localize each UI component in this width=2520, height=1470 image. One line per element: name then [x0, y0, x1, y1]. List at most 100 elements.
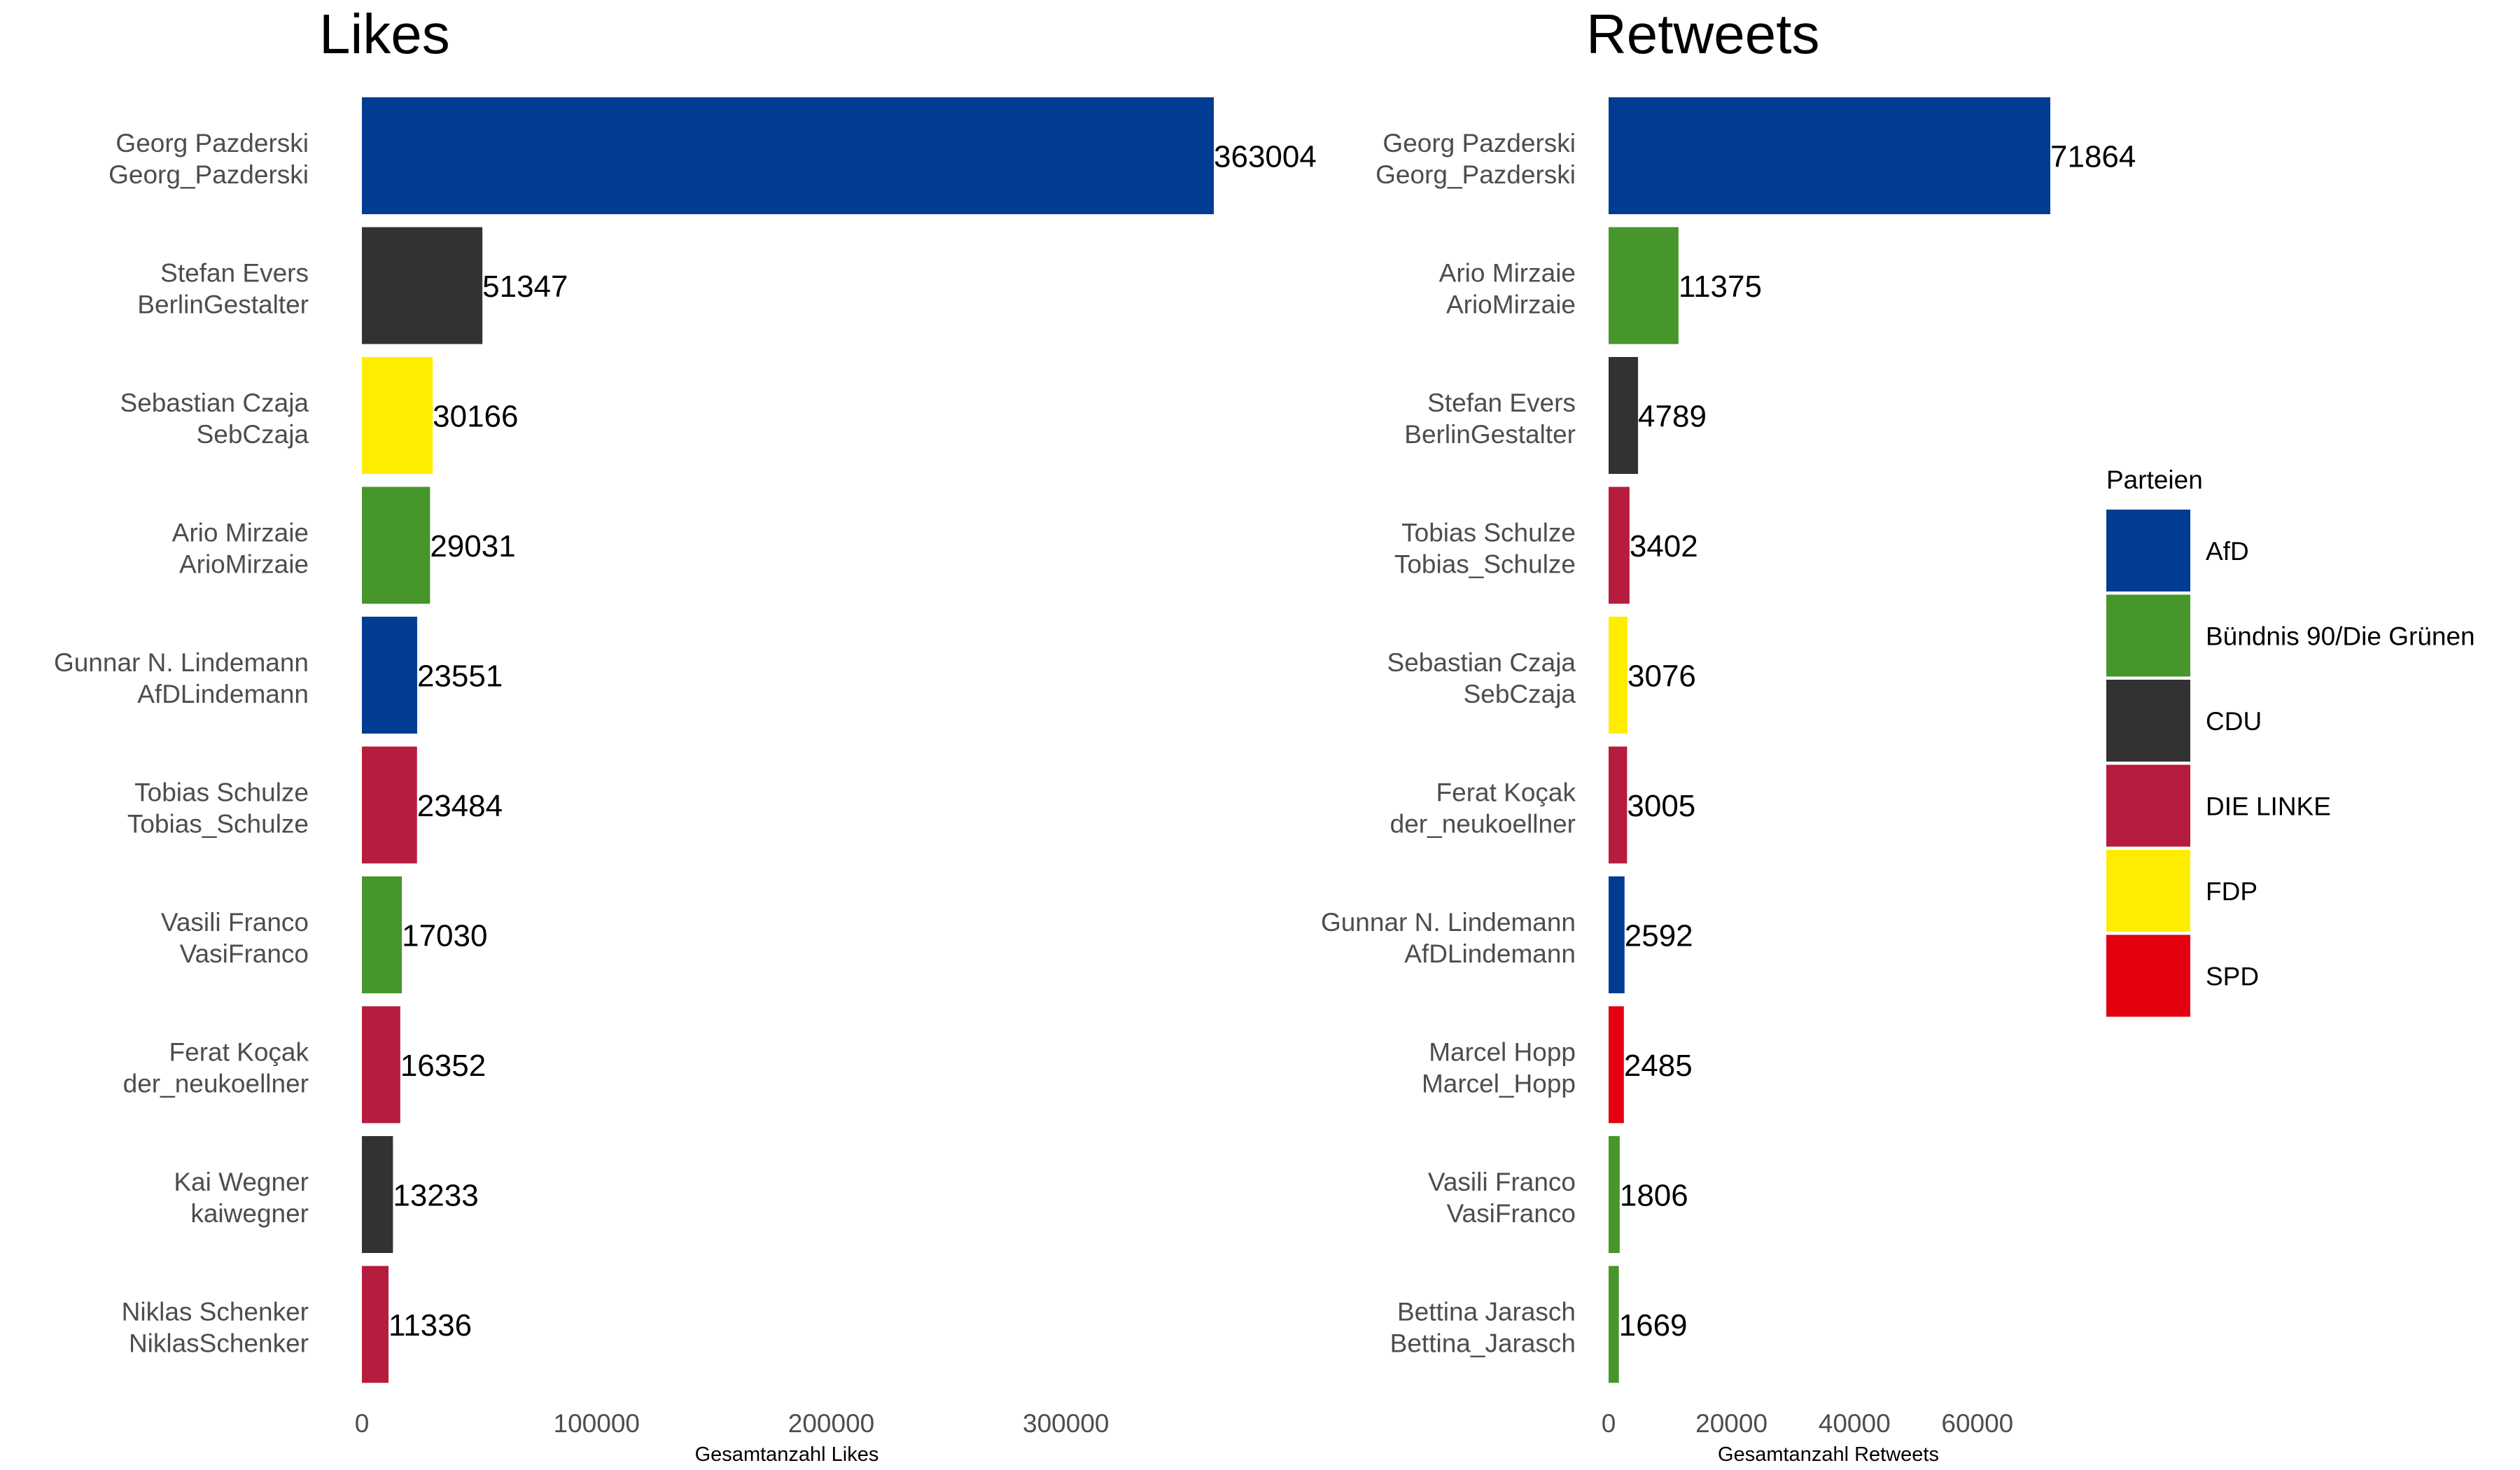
retweets-value-label: 3402	[1630, 529, 1698, 564]
retweets-category-name: Ario Mirzaie	[1439, 259, 1576, 288]
retweets-category-handle: Georg_Pazderski	[1376, 160, 1576, 189]
retweets-category-name: Bettina Jarasch	[1397, 1298, 1576, 1326]
likes-category-name: Sebastian Czaja	[120, 388, 309, 417]
likes-bar	[362, 746, 417, 864]
retweets-category-name: Sebastian Czaja	[1387, 648, 1576, 677]
likes-bar	[362, 617, 417, 734]
likes-title: Likes	[319, 3, 450, 65]
retweets-x-tick-label: 0	[1602, 1409, 1616, 1438]
likes-bar	[362, 1006, 400, 1124]
likes-category-name: Gunnar N. Lindemann	[54, 648, 309, 677]
likes-value-label: 16352	[400, 1049, 486, 1083]
likes-category-handle: Georg_Pazderski	[108, 160, 309, 189]
legend-swatch	[2106, 764, 2190, 847]
legend-item-label: FDP	[2206, 877, 2258, 906]
likes-value-label: 23484	[417, 789, 503, 823]
legend-swatch	[2106, 680, 2190, 762]
retweets-value-label: 1806	[1620, 1179, 1688, 1213]
likes-value-label: 29031	[430, 529, 515, 564]
likes-bar	[362, 1266, 389, 1383]
retweets-x-tick-label: 60000	[1941, 1409, 2013, 1438]
likes-bar	[362, 97, 1214, 214]
retweets-x-tick-label: 20000	[1695, 1409, 1768, 1438]
legend-item-label: DIE LINKE	[2206, 792, 2331, 821]
likes-bar	[362, 357, 433, 474]
likes-value-label: 23551	[417, 659, 503, 694]
likes-category-handle: der_neukoellner	[123, 1070, 309, 1098]
retweets-bar	[1609, 1006, 1624, 1124]
likes-x-tick-label: 200000	[788, 1409, 874, 1438]
likes-value-label: 13233	[393, 1179, 478, 1213]
retweets-category-handle: ArioMirzaie	[1446, 290, 1576, 319]
retweets-category-name: Marcel Hopp	[1429, 1038, 1576, 1067]
retweets-x-axis-label: Gesamtanzahl Retweets	[1718, 1443, 1939, 1466]
retweets-bar	[1609, 746, 1628, 864]
retweets-bar	[1609, 617, 1628, 734]
retweets-category-name: Tobias Schulze	[1401, 519, 1576, 547]
likes-category-name: Tobias Schulze	[134, 778, 309, 807]
likes-panel: Likes Gesamtanzahl Likes 363004 Georg Paz…	[54, 3, 1317, 1466]
legend-title: Parteien	[2106, 465, 2203, 494]
retweets-value-label: 11375	[1679, 270, 1762, 304]
likes-category-name: Georg Pazderski	[115, 129, 309, 158]
likes-category-handle: ArioMirzaie	[179, 550, 309, 579]
likes-category-handle: VasiFranco	[180, 939, 309, 968]
retweets-bar	[1609, 876, 1625, 993]
retweets-category-handle: VasiFranco	[1447, 1199, 1576, 1228]
retweets-category-handle: Bettina_Jarasch	[1390, 1329, 1576, 1358]
retweets-bar	[1609, 1266, 1619, 1383]
retweets-value-label: 1669	[1619, 1308, 1688, 1343]
likes-value-label: 363004	[1214, 140, 1317, 174]
likes-value-label: 11336	[388, 1308, 472, 1343]
likes-category-handle: BerlinGestalter	[137, 290, 309, 319]
retweets-value-label: 3076	[1628, 659, 1696, 694]
retweets-category-handle: BerlinGestalter	[1404, 420, 1576, 449]
likes-x-axis-label: Gesamtanzahl Likes	[695, 1443, 879, 1466]
retweets-value-label: 71864	[2050, 140, 2136, 174]
retweets-x-tick-label: 40000	[1819, 1409, 1891, 1438]
likes-x-tick-label: 0	[355, 1409, 370, 1438]
legend-item-label: SPD	[2206, 962, 2259, 991]
legend-item-label: CDU	[2206, 707, 2262, 736]
likes-value-label: 30166	[433, 400, 518, 434]
retweets-value-label: 2592	[1625, 919, 1693, 953]
likes-bar	[362, 876, 402, 993]
retweets-category-name: Gunnar N. Lindemann	[1321, 908, 1576, 937]
retweets-bar	[1609, 357, 1639, 474]
retweets-value-label: 3005	[1627, 789, 1695, 823]
legend-swatch	[2106, 594, 2190, 677]
legend-swatch	[2106, 510, 2190, 592]
likes-x-tick-label: 100000	[554, 1409, 640, 1438]
likes-category-name: Ferat Koçak	[169, 1038, 309, 1067]
likes-category-handle: NiklasSchenker	[129, 1329, 309, 1358]
likes-x-tick-label: 300000	[1023, 1409, 1109, 1438]
retweets-title: Retweets	[1586, 3, 1819, 65]
retweets-bar	[1609, 1136, 1620, 1253]
likes-category-handle: kaiwegner	[190, 1199, 309, 1228]
retweets-category-name: Stefan Evers	[1427, 388, 1576, 417]
retweets-category-name: Ferat Koçak	[1436, 778, 1576, 807]
likes-bar	[362, 227, 483, 344]
likes-category-name: Niklas Schenker	[122, 1298, 309, 1326]
likes-category-name: Vasili Franco	[161, 908, 309, 937]
retweets-bar	[1609, 486, 1630, 604]
retweets-bar	[1609, 227, 1679, 344]
retweets-value-label: 4789	[1638, 400, 1707, 434]
retweets-category-name: Georg Pazderski	[1382, 129, 1576, 158]
legend: Parteien AfD Bündnis 90/Die Grünen CDU DIE …	[2106, 465, 2475, 1017]
legend-item-label: AfD	[2206, 537, 2249, 566]
likes-category-handle: AfDLindemann	[137, 680, 309, 708]
likes-bar	[362, 486, 430, 604]
likes-category-name: Kai Wegner	[174, 1168, 309, 1196]
likes-category-name: Ario Mirzaie	[172, 519, 309, 547]
retweets-category-handle: der_neukoellner	[1390, 810, 1576, 839]
retweets-category-handle: Tobias_Schulze	[1394, 550, 1576, 579]
retweets-category-handle: SebCzaja	[1464, 680, 1576, 708]
retweets-panel: Retweets Gesamtanzahl Retweets 71864 Geor…	[1321, 3, 2136, 1466]
retweets-bar	[1609, 97, 2050, 214]
likes-category-name: Stefan Evers	[160, 259, 309, 288]
legend-item-label: Bündnis 90/Die Grünen	[2206, 622, 2475, 651]
legend-swatch	[2106, 934, 2190, 1017]
likes-category-handle: Tobias_Schulze	[127, 810, 309, 839]
likes-value-label: 17030	[402, 919, 487, 953]
